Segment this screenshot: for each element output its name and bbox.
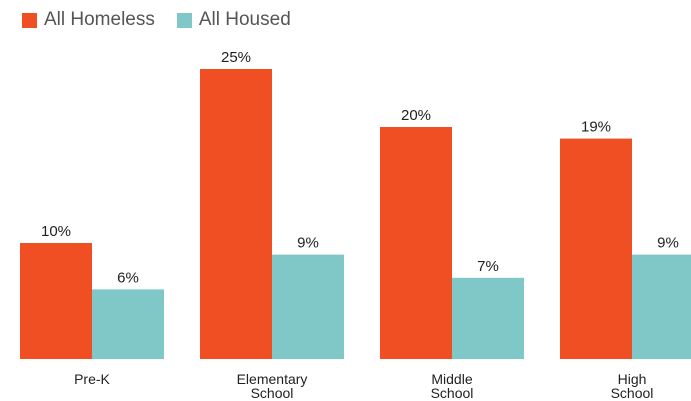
category-label-2-line-1: School	[431, 385, 474, 401]
data-label-homeless-3: 19%	[581, 119, 611, 136]
bar-housed-3	[632, 254, 691, 359]
legend-item-housed: All Housed	[176, 9, 291, 31]
legend: All Homeless All Housed	[22, 9, 313, 31]
category-label-3-line-0: High	[618, 371, 647, 387]
legend-label-housed: All Housed	[198, 9, 291, 30]
bar-housed-0	[92, 289, 164, 359]
bar-homeless-1	[200, 69, 272, 359]
data-label-housed-1: 9%	[297, 235, 319, 252]
category-label-2-line-0: Middle	[431, 371, 472, 387]
bar-housed-2	[452, 277, 524, 359]
data-label-homeless-0: 10%	[41, 223, 71, 240]
bar-housed-1	[272, 254, 344, 359]
data-label-homeless-1: 25%	[221, 49, 251, 66]
bar-homeless-3	[560, 138, 632, 359]
data-label-homeless-2: 20%	[401, 107, 431, 124]
bar-homeless-0	[20, 243, 92, 359]
legend-swatch-homeless	[22, 12, 37, 28]
category-label-1-line-0: Elementary	[237, 371, 308, 387]
category-label-3-line-1: School	[611, 385, 654, 401]
data-label-housed-2: 7%	[477, 258, 499, 275]
legend-swatch-housed	[176, 12, 192, 28]
category-label-0-line-0: Pre-K	[74, 371, 110, 387]
data-label-housed-3: 9%	[657, 235, 679, 252]
bar-homeless-2	[380, 127, 452, 359]
data-label-housed-0: 6%	[117, 269, 139, 286]
legend-label-homeless: All Homeless	[44, 9, 155, 30]
legend-item-homeless: All Homeless	[22, 9, 155, 31]
category-label-1-line-1: School	[251, 385, 294, 401]
